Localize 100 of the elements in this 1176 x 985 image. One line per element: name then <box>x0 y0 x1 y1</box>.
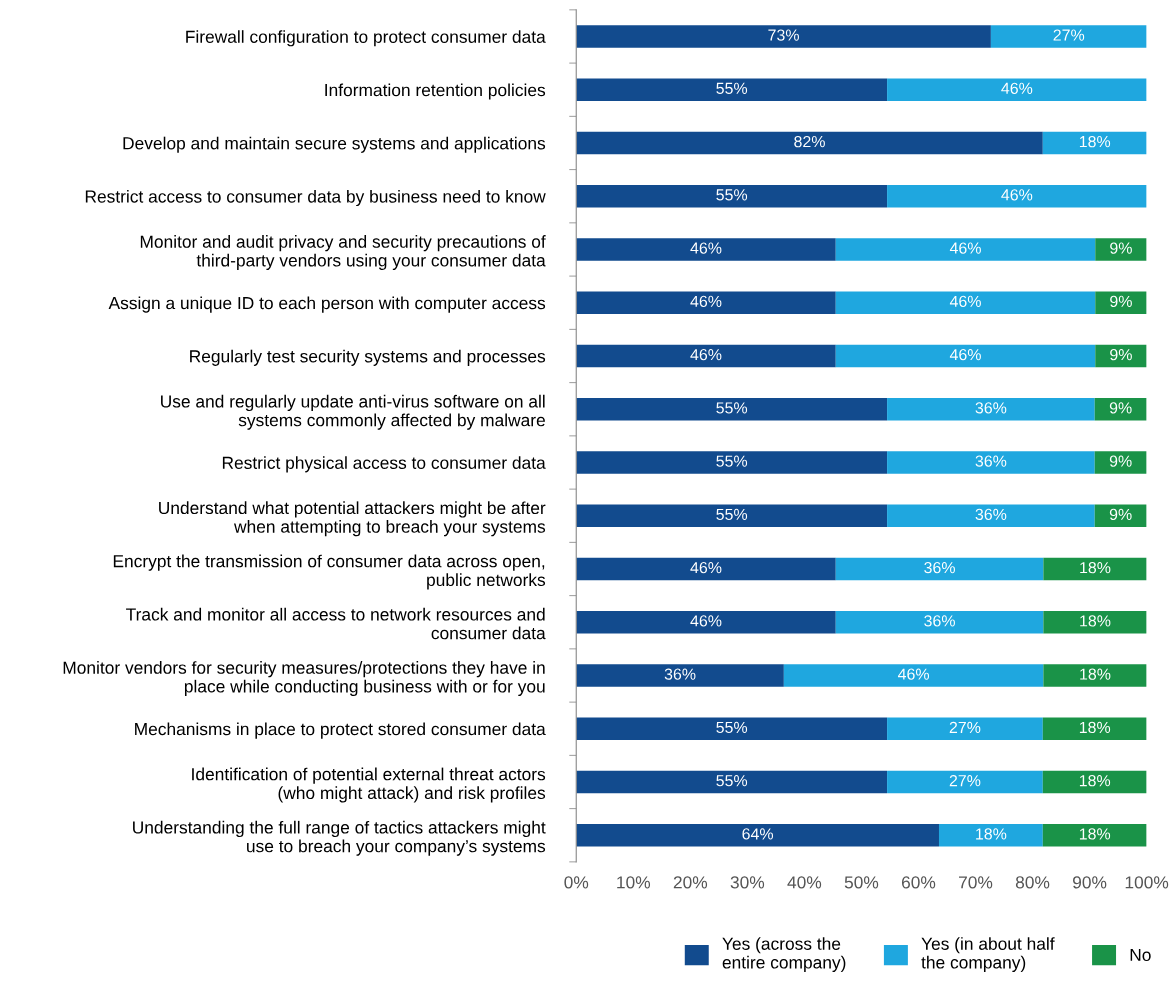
bar <box>1043 557 1147 581</box>
bar <box>887 504 1095 527</box>
data-label: 46% <box>949 295 981 308</box>
bar <box>576 717 888 740</box>
data-label: 9% <box>1109 455 1132 467</box>
bar <box>1042 824 1147 847</box>
bar <box>887 451 1095 474</box>
y-tick-label: Monitor vendors for security measures/protections they have in place while conducting business with or for you <box>63 661 545 696</box>
data-label: 55% <box>716 775 748 787</box>
legend-label: Yes (across the entire company) <box>722 937 846 973</box>
x-tick-label: 20% <box>673 876 708 889</box>
bar <box>1095 344 1147 368</box>
data-label: 46% <box>690 561 722 574</box>
data-label: 36% <box>924 615 955 627</box>
data-label: 55% <box>716 402 748 414</box>
legend-label: No <box>1130 948 1151 962</box>
data-label: 18% <box>1080 668 1111 680</box>
data-label: 55% <box>716 189 748 201</box>
bar <box>783 664 1044 687</box>
y-tick-label: Mechanisms in place to protect stored consumer data <box>135 722 546 739</box>
bar <box>887 398 1095 421</box>
bar <box>576 664 784 687</box>
bar <box>1042 131 1147 155</box>
x-tick-label: 100% <box>1125 876 1169 889</box>
y-tick-label: Firewall configuration to protect consumer data <box>186 30 546 47</box>
data-label: 46% <box>690 348 722 361</box>
x-tick-label: 70% <box>959 876 993 889</box>
bar <box>576 78 888 101</box>
y-tick-label: Restrict access to consumer data by business need to know <box>85 189 546 207</box>
data-label: 46% <box>897 668 930 680</box>
y-tick-label: Understanding the full range of tactics attackers might use to breach your company’s systems <box>133 820 546 856</box>
bar <box>576 291 836 314</box>
data-label: 18% <box>1080 561 1111 574</box>
data-label: 46% <box>690 295 722 308</box>
x-tick-label: 30% <box>730 876 765 889</box>
data-label: 18% <box>1079 774 1111 787</box>
bar <box>576 131 1043 155</box>
y-tick-label: Regularly test security systems and processes <box>190 349 546 366</box>
data-label: 46% <box>949 242 981 254</box>
y-tick-label: Identification of potential external threat actors (who might attack) and risk profiles <box>192 767 546 803</box>
y-tick-label: Restrict physical access to consumer data <box>222 456 546 473</box>
data-label: 27% <box>949 721 981 733</box>
data-label: 9% <box>1109 508 1132 521</box>
data-label: 55% <box>716 82 748 95</box>
data-label: 18% <box>1079 135 1111 148</box>
data-label: 36% <box>975 508 1007 521</box>
bar <box>1042 717 1147 740</box>
bar <box>835 557 1044 581</box>
data-label: 55% <box>716 721 748 734</box>
bar <box>1043 664 1147 687</box>
y-tick-label: Information retention policies <box>325 83 546 100</box>
data-label: 18% <box>1080 615 1111 627</box>
x-tick-label: 50% <box>844 876 879 889</box>
y-tick-label: Track and monitor all access to network resources and consumer data <box>126 607 546 640</box>
data-label: 73% <box>768 29 799 41</box>
y-tick-label: Encrypt the transmission of consumer data across open, public networks <box>113 554 546 590</box>
bar <box>938 824 1043 847</box>
data-label: 18% <box>1079 721 1111 734</box>
data-label: 9% <box>1109 402 1132 414</box>
data-label: 64% <box>742 828 774 840</box>
data-label: 18% <box>976 828 1007 840</box>
bar <box>1042 770 1147 794</box>
y-tick-label: Understand what potential attackers might be after when attempting to breach your systems <box>159 501 546 537</box>
bar <box>990 25 1147 48</box>
bar <box>835 238 1096 261</box>
data-label: 9% <box>1110 242 1132 254</box>
bar <box>576 557 836 581</box>
bar <box>576 611 836 634</box>
y-tick-label: Use and regularly update anti-virus software on all systems commonly affected by malware <box>161 394 545 430</box>
bar <box>887 78 1147 101</box>
bar <box>1094 451 1147 474</box>
bar <box>835 344 1096 368</box>
bar <box>1095 291 1147 314</box>
bar <box>576 185 888 208</box>
bar <box>887 185 1147 208</box>
data-label: 9% <box>1110 295 1132 308</box>
data-label: 55% <box>716 508 748 521</box>
data-label: 36% <box>975 455 1007 467</box>
bar <box>576 451 888 474</box>
bar <box>835 291 1096 314</box>
x-tick-label: 40% <box>787 876 822 889</box>
data-label: 46% <box>1001 189 1033 201</box>
bar <box>576 238 836 261</box>
data-label: 27% <box>1053 29 1085 41</box>
data-label: 46% <box>690 242 722 254</box>
legend-label: Yes (in about half the company) <box>921 937 1055 973</box>
bar <box>576 344 836 368</box>
data-label: 36% <box>924 561 955 574</box>
bar <box>576 824 939 847</box>
bar <box>887 770 1043 794</box>
data-label: 18% <box>1079 828 1111 840</box>
y-tick-label: Develop and maintain secure systems and applications <box>123 136 546 153</box>
bar <box>835 611 1044 634</box>
data-label: 46% <box>690 615 722 627</box>
y-tick-label: Assign a unique ID to each person with computer access <box>108 296 546 313</box>
bar <box>1094 504 1147 527</box>
data-label: 46% <box>1001 82 1033 95</box>
x-tick-label: 0% <box>564 876 589 889</box>
y-tick-label: Monitor and audit privacy and security precautions of third-party vendors using your consumer data <box>140 235 546 270</box>
x-tick-label: 90% <box>1073 876 1107 889</box>
